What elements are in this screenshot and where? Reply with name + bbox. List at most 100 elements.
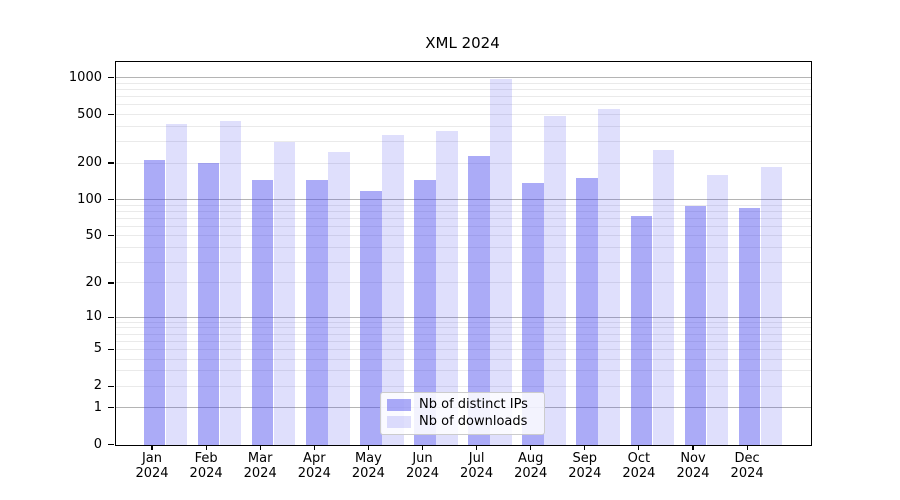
- gridline-minor: [115, 261, 811, 263]
- bar-distinct-ips-apr: [305, 180, 328, 445]
- x-tick-label-year: 2024: [405, 465, 440, 481]
- x-tick: [746, 445, 748, 450]
- x-tick-label-year: 2024: [135, 465, 169, 481]
- y-tick: [108, 348, 114, 350]
- legend-swatch-downloads-icon: [387, 416, 411, 428]
- x-tick-label-year: 2024: [243, 465, 277, 481]
- x-tick-label-year: 2024: [351, 465, 385, 481]
- x-tick-label: Sep 2024: [555, 451, 615, 481]
- y-tick-label: 50: [85, 227, 102, 243]
- bar-downloads-mar: [273, 141, 296, 445]
- x-tick: [151, 445, 153, 450]
- gridline-minor: [115, 385, 811, 387]
- x-tick-label-year: 2024: [676, 465, 710, 481]
- chart-title: XML 2024: [425, 34, 500, 52]
- x-tick-label: May 2024: [338, 451, 398, 481]
- x-tick: [367, 445, 369, 450]
- bar-downloads-nov: [706, 174, 729, 445]
- x-tick: [638, 445, 640, 450]
- bar-downloads-aug: [544, 115, 566, 445]
- bar-distinct-ips-mar: [251, 180, 274, 445]
- x-tick-label: Oct 2024: [609, 451, 669, 481]
- bar-distinct-ips-oct: [630, 216, 653, 445]
- x-tick: [421, 445, 424, 450]
- y-tick-label: 5: [93, 341, 102, 357]
- plot-area: [114, 60, 812, 446]
- y-tick: [108, 443, 114, 446]
- gridline-minor: [115, 82, 811, 84]
- x-tick-label: Mar 2024: [230, 451, 290, 481]
- x-tick: [259, 445, 261, 450]
- bar-distinct-ips-jul: [468, 155, 490, 445]
- bar-distinct-ips-feb: [197, 163, 220, 445]
- x-tick: [476, 445, 478, 450]
- gridline-minor: [115, 282, 811, 284]
- gridline-minor: [115, 104, 811, 106]
- gridline-minor: [115, 235, 811, 237]
- bar-downloads-jun: [436, 130, 458, 445]
- bar-distinct-ips-aug: [522, 182, 544, 445]
- legend-row-distinct-ips: Nb of distinct IPs: [387, 397, 536, 413]
- x-tick-label: Feb 2024: [176, 451, 236, 481]
- gridline-minor: [115, 370, 811, 372]
- gridline-minor: [115, 321, 811, 323]
- bar-downloads-dec: [760, 167, 783, 445]
- x-tick-label: Nov 2024: [663, 451, 723, 481]
- bar-distinct-ips-nov: [684, 206, 707, 445]
- gridline-minor: [115, 358, 811, 360]
- y-tick-label: 1000: [68, 69, 102, 85]
- x-tick-label-year: 2024: [514, 465, 548, 481]
- bar-downloads-sep: [598, 109, 621, 445]
- gridline-minor: [115, 114, 811, 116]
- legend-row-downloads: Nb of downloads: [387, 414, 536, 430]
- x-tick-label-year: 2024: [730, 465, 764, 481]
- bar-downloads-feb: [219, 121, 242, 445]
- gridline-minor: [115, 204, 811, 206]
- gridline-minor: [115, 141, 811, 143]
- x-tick-label-year: 2024: [297, 465, 331, 481]
- gridline-minor: [115, 327, 811, 329]
- y-tick: [108, 113, 114, 116]
- gridline-minor: [115, 348, 811, 350]
- bar-downloads-jul: [490, 78, 512, 445]
- gridline-minor: [115, 125, 811, 127]
- bar-distinct-ips-may: [360, 191, 382, 445]
- bar-downloads-jan: [165, 124, 188, 445]
- x-tick-label-year: 2024: [189, 465, 223, 481]
- x-tick: [205, 445, 207, 450]
- x-tick-label: Aug 2024: [501, 451, 561, 481]
- bar-distinct-ips-jan: [143, 160, 166, 445]
- y-tick: [108, 385, 114, 387]
- y-tick: [108, 162, 114, 164]
- gridline-minor: [115, 340, 811, 342]
- y-tick-label: 500: [77, 106, 102, 122]
- gridline-major: [115, 77, 811, 79]
- gridline-major: [115, 199, 811, 201]
- y-tick: [108, 77, 114, 79]
- x-tick-label-year: 2024: [568, 465, 602, 481]
- bar-distinct-ips-dec: [738, 207, 761, 445]
- gridline-major: [115, 316, 811, 318]
- y-tick: [108, 282, 114, 284]
- gridline-minor: [115, 96, 811, 98]
- legend-swatch-distinct-ips-icon: [387, 399, 411, 411]
- x-tick-label: Jun 2024: [393, 451, 453, 481]
- legend-label-downloads: Nb of downloads: [419, 414, 528, 429]
- y-tick: [108, 316, 114, 318]
- bar-distinct-ips-jun: [414, 180, 436, 445]
- gridline-minor: [115, 89, 811, 91]
- bar-downloads-oct: [652, 149, 675, 445]
- bar-downloads-may: [382, 135, 404, 445]
- legend: Nb of distinct IPs Nb of downloads: [380, 392, 545, 435]
- y-tick-label: 20: [85, 274, 102, 290]
- gridline-minor: [115, 333, 811, 335]
- y-tick: [108, 198, 114, 201]
- y-tick-label: 2: [93, 378, 102, 394]
- legend-label-distinct-ips: Nb of distinct IPs: [419, 397, 528, 412]
- y-tick: [108, 235, 114, 237]
- bar-downloads-apr: [327, 152, 350, 445]
- x-tick-label-year: 2024: [460, 465, 494, 481]
- x-tick: [692, 445, 694, 450]
- gridline-minor: [115, 210, 811, 212]
